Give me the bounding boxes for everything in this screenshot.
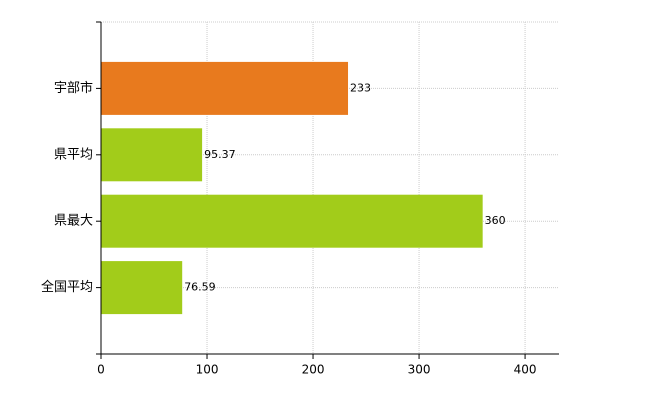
y-tick-label: 県最大 [54, 214, 93, 229]
data-label: 95.37 [204, 148, 236, 161]
data-label: 76.59 [184, 281, 216, 294]
x-tick-label: 400 [514, 363, 537, 377]
y-tick-label: 県平均 [54, 147, 93, 162]
x-tick-label: 0 [97, 363, 105, 377]
bar [101, 261, 183, 315]
x-tick-label: 100 [196, 363, 219, 377]
y-tick-label: 宇部市 [54, 80, 93, 96]
x-tick-label: 300 [408, 363, 431, 377]
bar [101, 128, 203, 182]
bar [101, 61, 349, 115]
x-tick-label: 200 [302, 363, 325, 377]
data-label: 233 [350, 81, 371, 94]
data-label: 360 [485, 214, 506, 227]
y-tick-label: 全国平均 [41, 279, 93, 295]
bar [101, 194, 483, 248]
